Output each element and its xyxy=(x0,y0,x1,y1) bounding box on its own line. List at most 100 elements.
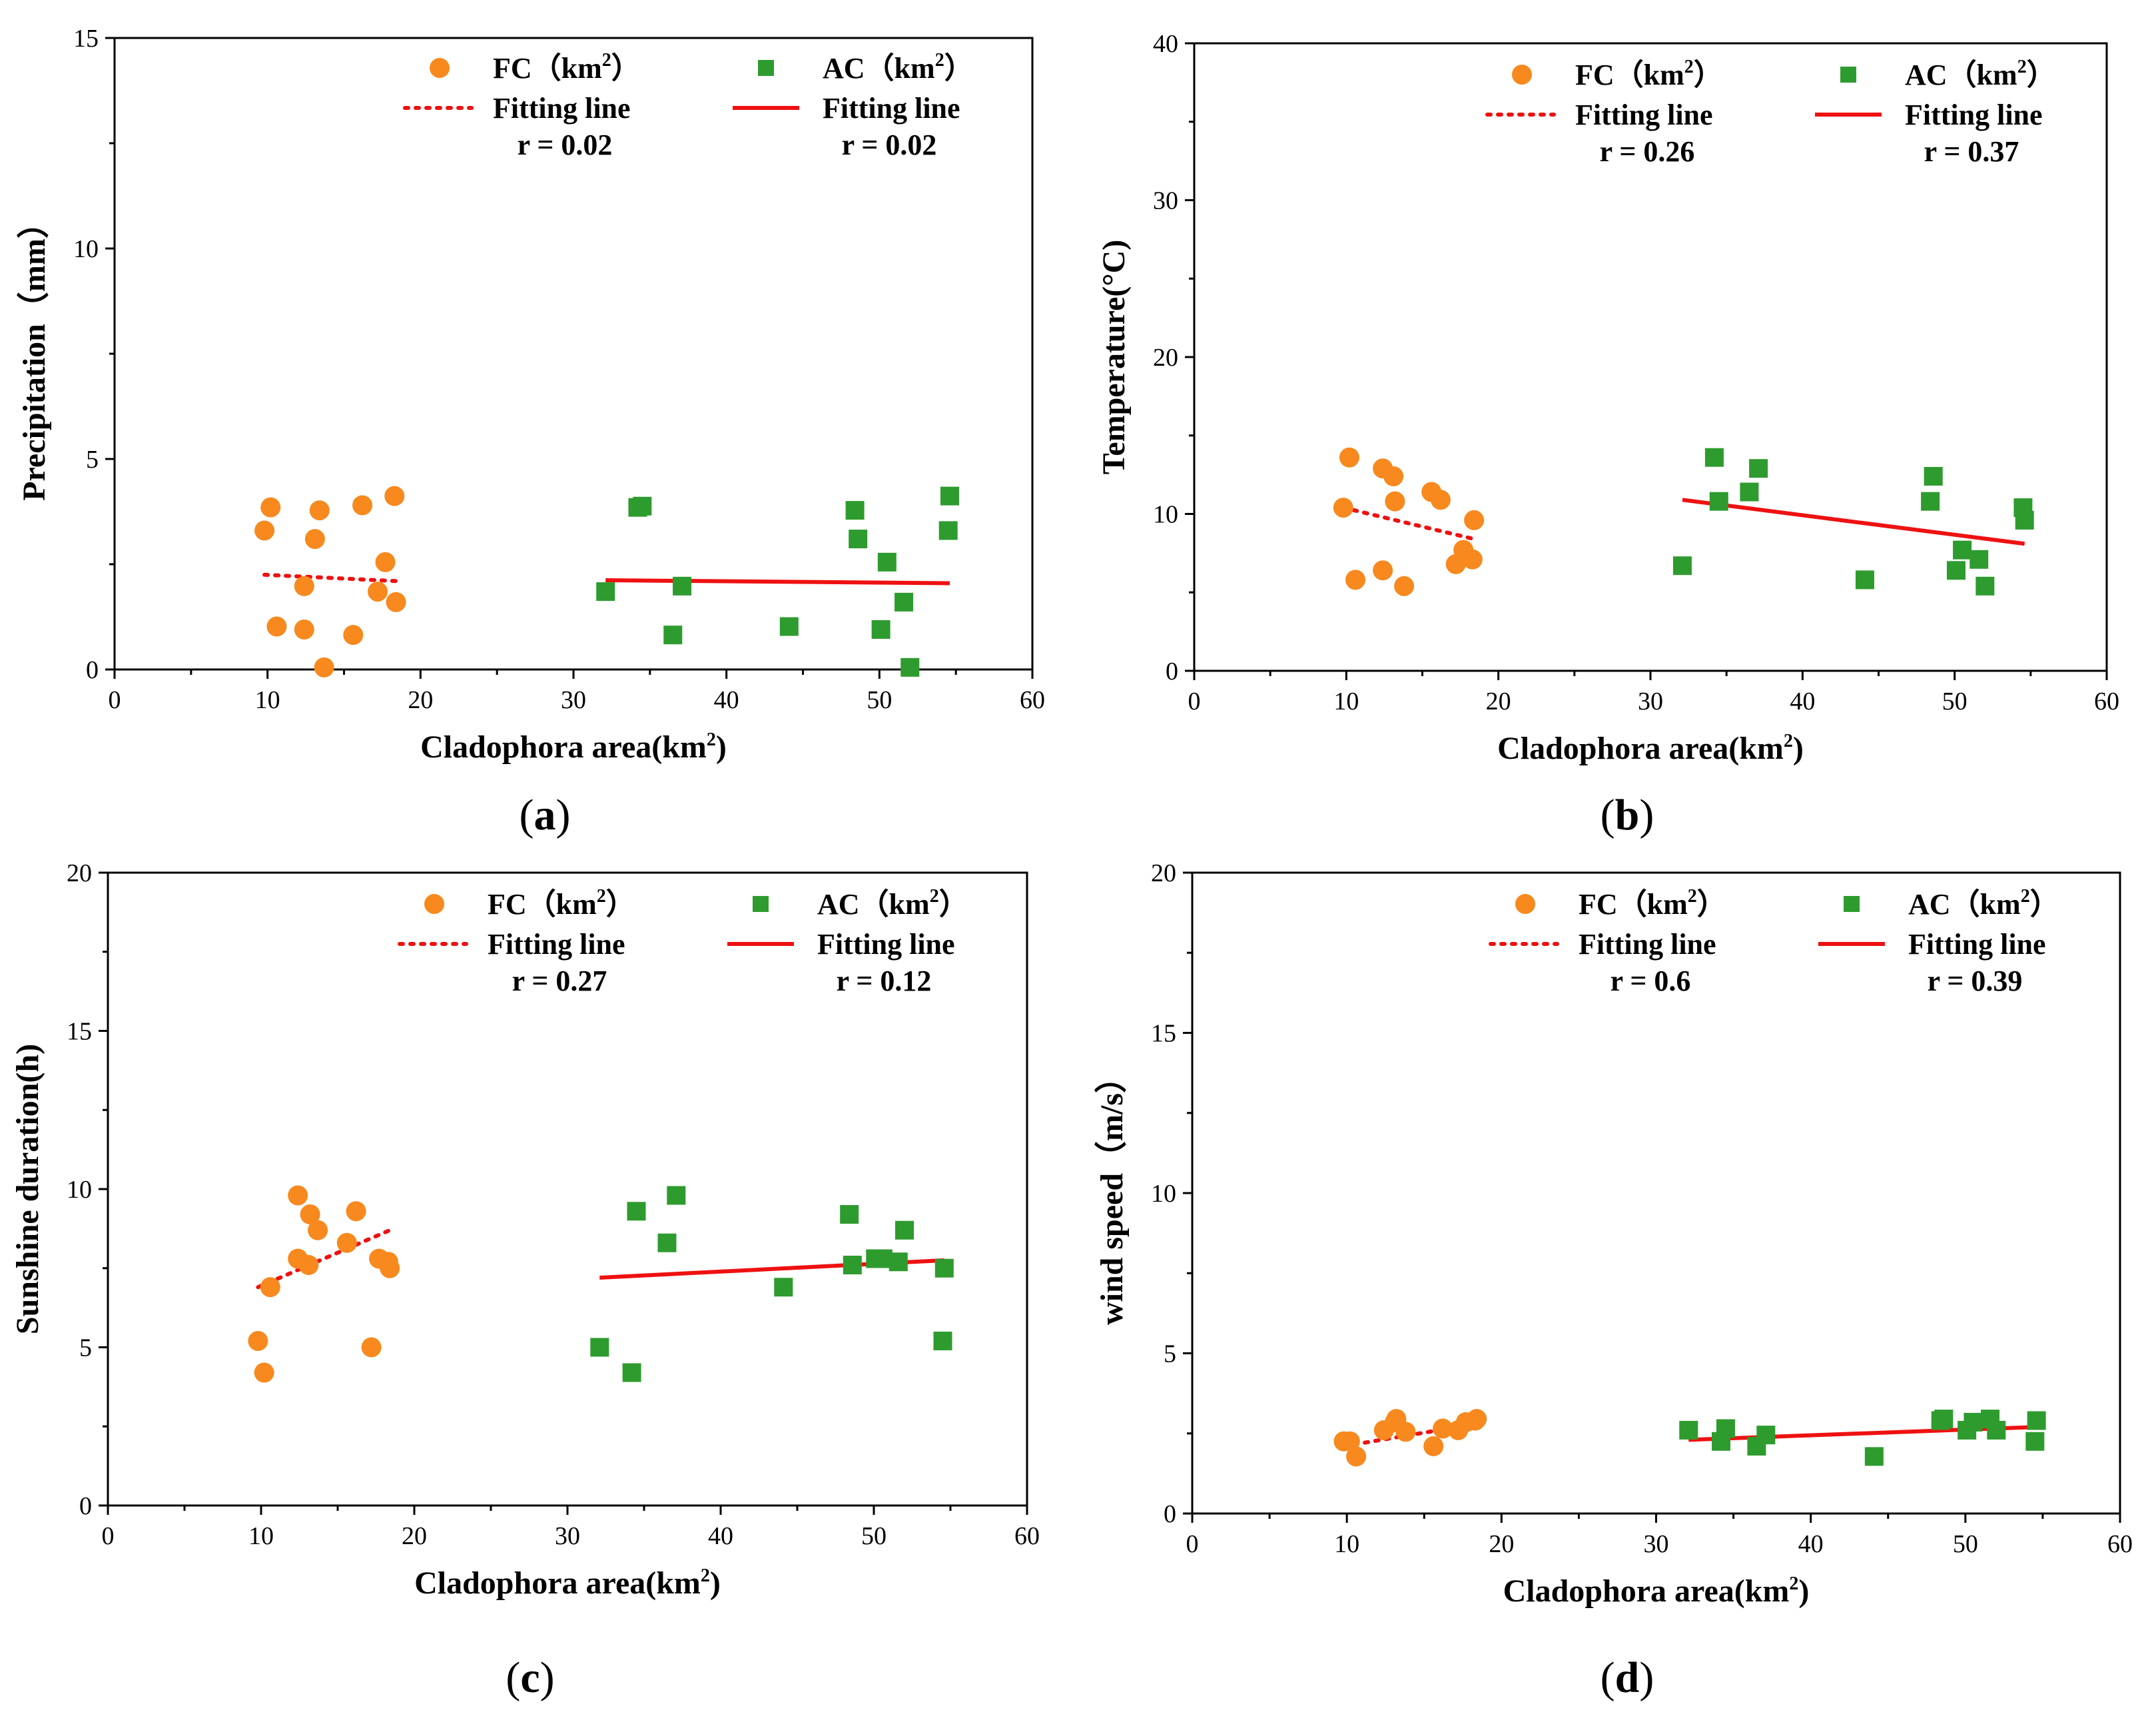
legend-fc-label: FC（km2） xyxy=(1575,57,1723,91)
fc-point xyxy=(1339,447,1359,468)
ac-point xyxy=(895,1220,914,1240)
ac-point xyxy=(673,576,692,596)
fc-point xyxy=(254,1362,274,1383)
ac-point xyxy=(1756,1426,1776,1445)
x-tick-label: 20 xyxy=(1486,687,1511,715)
y-axis-title: wind speed（m/s） xyxy=(1094,1061,1130,1325)
fc-point xyxy=(375,552,396,572)
fc-point xyxy=(309,500,330,521)
fc-fitting-line xyxy=(262,572,398,584)
ac-fitting-line xyxy=(1682,498,2025,546)
fc-r-value: r = 0.6 xyxy=(1611,965,1691,997)
y-tick-label: 0 xyxy=(79,1492,92,1520)
ac-point xyxy=(1970,550,1989,569)
ac-point xyxy=(1987,1420,2006,1440)
ac-point xyxy=(657,1233,677,1252)
x-axis-title-text: Cladophora area(km xyxy=(1497,731,1784,766)
ac-point xyxy=(845,501,865,520)
ac-point xyxy=(843,1256,862,1274)
fc-point xyxy=(266,616,287,637)
legend: FC（km2） AC（km2） Fitting line Fitting line r … xyxy=(1485,57,2056,168)
ac-point xyxy=(940,486,959,506)
x-tick-label: 40 xyxy=(714,686,739,714)
legend-ac-fit-label: Fitting line xyxy=(1908,928,2046,961)
y-tick-label: 5 xyxy=(79,1334,92,1362)
fc-point xyxy=(298,1255,319,1275)
fc-point xyxy=(361,1337,382,1358)
fc-point xyxy=(1423,1436,1444,1456)
y-tick-label: 40 xyxy=(1153,30,1178,58)
legend-ac-fit-label: Fitting line xyxy=(1905,99,2043,131)
fc-point xyxy=(1464,510,1485,530)
fc-point xyxy=(1467,1409,1487,1430)
ac-point xyxy=(938,521,958,540)
legend: FC（km2） AC（km2） Fitting line Fitting line r … xyxy=(1489,886,2059,997)
x-tick-label: 0 xyxy=(1188,687,1201,715)
y-tick-label: 0 xyxy=(1166,657,1178,685)
y-tick-label: 15 xyxy=(1151,1020,1176,1048)
x-tick-label: 50 xyxy=(867,686,892,714)
legend-fc-marker xyxy=(1512,65,1532,85)
fc-point xyxy=(1395,1422,1416,1442)
fc-point xyxy=(254,520,275,541)
y-tick-label: 30 xyxy=(1153,187,1178,215)
fc-point xyxy=(352,495,373,516)
panel-label: (d) xyxy=(1601,1653,1654,1702)
x-axis-title: Cladophora area(km2) xyxy=(1503,1573,1810,1609)
fc-point xyxy=(260,497,281,518)
y-tick-label: 15 xyxy=(67,1018,92,1046)
ac-point xyxy=(1921,492,1940,511)
legend-fc-label: FC（km2） xyxy=(493,50,641,85)
y-tick-label: 20 xyxy=(67,859,92,887)
ac-point xyxy=(622,1363,641,1382)
y-axis-title: Temperature(°C) xyxy=(1096,240,1132,474)
x-tick-label: 60 xyxy=(1014,1522,1040,1550)
x-tick-label: 10 xyxy=(1334,1530,1359,1558)
ac-point xyxy=(1716,1419,1735,1438)
fc-point xyxy=(294,576,314,596)
ac-point xyxy=(596,582,615,602)
x-tick-label: 30 xyxy=(1644,1530,1669,1558)
ac-point xyxy=(1749,459,1768,478)
ac-point xyxy=(1946,561,1966,580)
y-tick-label: 10 xyxy=(1151,1180,1176,1208)
fc-point xyxy=(308,1220,328,1240)
fc-r-value: r = 0.27 xyxy=(512,965,607,997)
ac-point xyxy=(774,1278,793,1297)
x-tick-label: 20 xyxy=(408,686,433,714)
x-tick-label: 40 xyxy=(1790,687,1815,715)
legend-fc-fit-label: Fitting line xyxy=(1575,99,1713,131)
panel-label: (a) xyxy=(520,791,571,839)
fc-point xyxy=(1346,1446,1367,1467)
legend-ac-label: AC（km2） xyxy=(817,886,968,921)
ac-point xyxy=(1964,1412,1983,1432)
legend-ac-marker xyxy=(758,60,774,76)
x-tick-label: 50 xyxy=(1953,1530,1978,1558)
legend-ac-marker xyxy=(1840,67,1856,83)
x-axis-title-sup: 2 xyxy=(1789,1573,1798,1594)
x-axis-title-suffix: ) xyxy=(1793,731,1804,766)
fc-point xyxy=(368,582,388,602)
ac-point xyxy=(1855,570,1874,590)
x-tick-label: 30 xyxy=(1638,687,1663,715)
legend-fc-fit-label: Fitting line xyxy=(493,92,631,125)
legend-ac-fit-label: Fitting line xyxy=(817,928,955,961)
fc-point xyxy=(294,619,314,640)
ac-fitting-line xyxy=(1688,1425,2037,1442)
x-tick-label: 30 xyxy=(555,1522,580,1550)
fc-point xyxy=(386,592,406,612)
y-tick-label: 5 xyxy=(1164,1340,1176,1368)
ac-point xyxy=(1953,540,1972,560)
x-axis-title-suffix: ) xyxy=(710,1565,721,1601)
ac-point xyxy=(2025,1432,2045,1451)
legend-fc-label: FC（km2） xyxy=(1579,886,1726,921)
fc-point xyxy=(1394,576,1415,596)
legend-fc-marker xyxy=(424,894,444,914)
ac-point xyxy=(900,657,920,677)
ac-point xyxy=(1924,466,1943,486)
x-tick-label: 60 xyxy=(1020,686,1045,714)
panel-label: (b) xyxy=(1601,791,1654,839)
fc-point xyxy=(1373,560,1393,581)
